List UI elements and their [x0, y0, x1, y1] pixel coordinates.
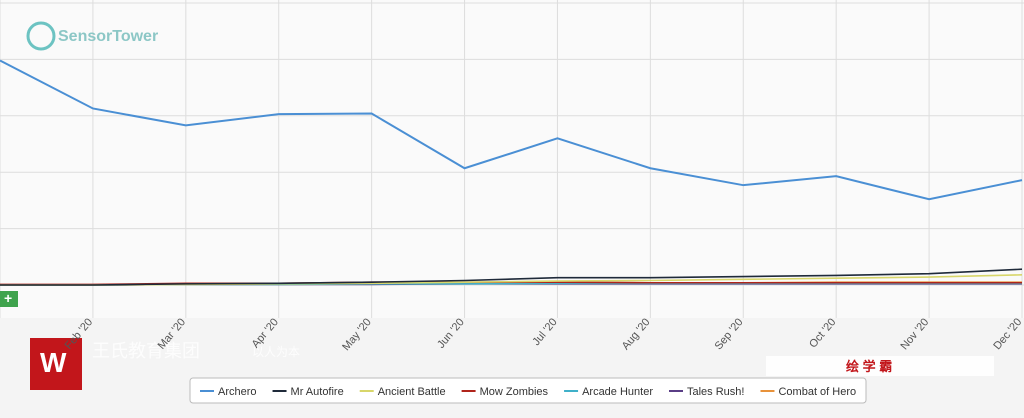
legend-items: Archero Mr Autofire Ancient Battle Mow Zomb… [200, 386, 856, 398]
x-tick-label: Jun '20 [435, 316, 467, 351]
watermark-logo [30, 338, 82, 390]
legend-label: Ancient Battle [378, 386, 446, 398]
x-tick-label: Oct '20 [807, 316, 838, 350]
watermark: 绘 学 霸 [846, 359, 892, 374]
series-line [0, 268, 1023, 286]
x-tick-label: Aug '20 [620, 316, 653, 352]
legend [189, 377, 867, 404]
series-line [0, 59, 1023, 201]
watermark: 以人为本 [252, 345, 300, 359]
x-tick-label: Dec '20 [991, 316, 1024, 352]
lines [0, 59, 1023, 286]
add-icon: + [4, 290, 12, 306]
x-tick-label: Nov '20 [898, 316, 931, 352]
x-tick-label: Jan '20 [0, 316, 2, 351]
watermark: 王氏教育集团 [92, 341, 200, 361]
logo-icon [26, 21, 56, 51]
legend-label: Tales Rush! [687, 386, 744, 398]
legend-label: Mow Zombies [480, 386, 549, 398]
watermark-box [766, 356, 994, 376]
legend-label: Archero [218, 386, 257, 398]
watermark-logo-letter: W [40, 347, 67, 378]
plot-background [0, 0, 1024, 318]
legend-label: Mr Autofire [291, 386, 344, 398]
legend-label: Arcade Hunter [582, 386, 653, 398]
x-tick-label: May '20 [340, 316, 374, 353]
add-button[interactable] [0, 291, 18, 307]
x-tick-label: Jul '20 [530, 316, 559, 348]
grid [0, 0, 1024, 318]
logo: SensorTower [58, 28, 158, 45]
legend-label: Combat of Hero [778, 386, 856, 398]
x-tick-label: Sep '20 [713, 316, 746, 352]
